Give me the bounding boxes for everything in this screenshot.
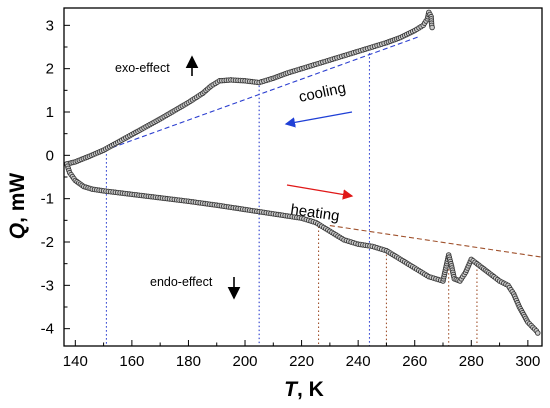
y-tick-label: 3 — [46, 17, 54, 34]
y-tick-label: 0 — [46, 147, 54, 164]
x-tick-label: 260 — [402, 353, 427, 370]
endo-effect-label: endo-effect — [150, 275, 213, 289]
exo-effect-label: exo-effect — [115, 61, 170, 75]
cooling-label: cooling — [297, 79, 347, 106]
plot-frame — [63, 7, 543, 347]
y-axis-title: Q, mW — [6, 173, 29, 240]
heating-arrow — [286, 184, 354, 200]
plot-area — [64, 9, 543, 346]
x-axis-title: T, K — [284, 378, 324, 401]
x-tick-label: 220 — [289, 353, 314, 370]
y-tick-label: 2 — [46, 61, 54, 78]
baseline-1 — [329, 224, 543, 258]
x-tick-label: 160 — [119, 353, 144, 370]
baseline-0 — [66, 35, 421, 165]
cooling-arrow — [284, 111, 353, 128]
x-tick-label: 240 — [346, 353, 371, 370]
x-tick-label: 140 — [63, 353, 88, 370]
x-tick-label: 280 — [459, 353, 484, 370]
heating-label: heating — [289, 201, 340, 225]
y-tick-label: -4 — [41, 321, 54, 338]
x-tick-label: 300 — [515, 353, 540, 370]
y-tick-label: 1 — [46, 104, 54, 121]
x-tick-label: 200 — [233, 353, 258, 370]
cooling-curve-point — [429, 24, 435, 31]
y-tick-label: -1 — [41, 191, 54, 208]
x-tick-label: 180 — [176, 353, 201, 370]
axes: 140 160 180 200 220 240 260 280 300 -4 -3 -2 -1 0 1 2 3 — [41, 7, 543, 370]
heating-curve-point — [535, 330, 541, 336]
y-tick-label: -2 — [41, 234, 54, 251]
y-tick-label: -3 — [41, 277, 54, 294]
